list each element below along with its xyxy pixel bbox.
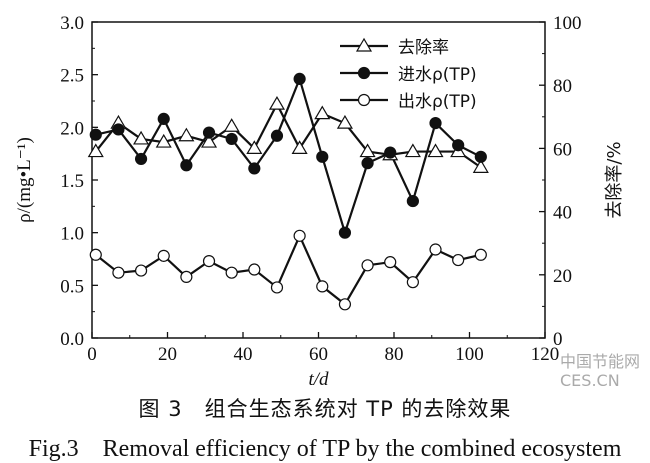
data-point-series-0 <box>178 127 195 142</box>
data-point-series-1 <box>429 117 442 130</box>
y-right-tick-label: 40 <box>553 203 572 224</box>
legend-marker-0 <box>355 37 373 52</box>
data-point-series-0 <box>133 130 150 145</box>
data-point-series-0 <box>291 140 308 154</box>
y-tick-label: 0.0 <box>60 329 84 350</box>
data-point-series-2 <box>474 248 487 261</box>
data-point-series-2 <box>338 298 352 311</box>
data-point-series-1 <box>180 159 193 172</box>
data-point-series-0 <box>404 143 421 158</box>
data-point-series-2 <box>384 256 397 269</box>
data-point-series-2 <box>89 248 102 261</box>
data-point-series-1 <box>248 162 261 175</box>
data-point-series-0 <box>155 133 172 148</box>
data-point-series-0 <box>223 118 240 132</box>
watermark-line1: 中国节能网 <box>560 352 641 371</box>
data-point-series-2 <box>202 255 216 268</box>
data-point-series-1 <box>270 129 284 142</box>
series-line-2 <box>95 233 482 306</box>
data-point-series-0 <box>314 105 331 120</box>
legend-label: 出水ρ(TP) <box>398 92 477 112</box>
y-tick-label: 1.0 <box>60 224 84 245</box>
x-tick-label: 80 <box>385 344 404 365</box>
data-point-series-2 <box>112 266 125 279</box>
data-point-series-0 <box>472 159 489 173</box>
x-tick-label: 100 <box>455 344 484 365</box>
data-point-series-2 <box>316 280 329 293</box>
data-point-series-1 <box>338 226 352 239</box>
data-point-series-1 <box>474 150 487 163</box>
data-point-series-1 <box>134 152 148 166</box>
y-tick-label: 0.5 <box>60 276 84 297</box>
data-point-series-2 <box>225 266 238 279</box>
x-tick-label: 0 <box>87 344 97 365</box>
data-point-series-2 <box>134 264 148 277</box>
data-point-series-1 <box>225 132 238 146</box>
data-point-series-1 <box>406 194 419 208</box>
legend-label: 去除率 <box>398 38 449 58</box>
y-right-axis-label: 去除率/% <box>604 141 625 218</box>
legend-marker-2 <box>357 93 371 107</box>
data-point-series-0 <box>427 143 444 158</box>
data-point-series-1 <box>202 126 216 139</box>
y-right-tick-label: 0 <box>553 329 563 350</box>
data-point-series-1 <box>112 123 125 136</box>
watermark: 中国节能网 CES.CN <box>560 352 640 390</box>
data-point-series-2 <box>180 270 193 284</box>
data-point-series-1 <box>384 146 397 159</box>
data-point-series-2 <box>248 263 261 276</box>
y-right-tick-label: 100 <box>553 13 582 34</box>
legend-label: 进水ρ(TP) <box>398 65 477 85</box>
data-point-series-0 <box>246 140 263 154</box>
y-tick-label: 3.0 <box>60 13 84 34</box>
y-right-tick-label: 80 <box>553 76 572 97</box>
x-tick-label: 120 <box>531 344 560 365</box>
data-point-series-0 <box>336 114 353 129</box>
data-point-series-0 <box>87 143 104 158</box>
legend-marker-1 <box>357 66 371 80</box>
series-line-1 <box>95 75 482 237</box>
figure-caption-english: Fig.3 Removal efficiency of TP by the co… <box>28 436 622 462</box>
figure-caption-chinese: 图 3 组合生态系统对 TP 的去除效果 <box>138 397 512 421</box>
y-tick-label: 2.5 <box>60 66 84 87</box>
x-tick-label: 40 <box>234 344 253 365</box>
data-point-series-0 <box>200 133 218 148</box>
y-tick-label: 2.0 <box>60 118 84 139</box>
data-point-series-1 <box>157 112 170 126</box>
y-right-tick-label: 60 <box>553 139 572 160</box>
data-point-series-2 <box>270 281 284 294</box>
data-point-series-1 <box>89 128 102 141</box>
x-tick-label: 60 <box>309 344 328 365</box>
data-point-series-2 <box>429 243 442 256</box>
data-point-series-1 <box>452 139 465 152</box>
data-point-series-2 <box>406 276 419 289</box>
data-point-series-2 <box>157 249 170 262</box>
data-point-series-1 <box>361 157 374 170</box>
watermark-line2: CES.CN <box>560 371 620 390</box>
y-axis-label: ρ/(mg•L⁻¹) <box>14 137 35 223</box>
x-tick-label: 20 <box>158 344 177 365</box>
data-point-series-2 <box>452 253 465 267</box>
data-point-series-0 <box>268 95 286 110</box>
data-point-series-2 <box>293 229 306 242</box>
y-right-tick-label: 20 <box>553 266 572 287</box>
y-tick-label: 1.5 <box>60 171 84 192</box>
data-point-series-1 <box>316 150 329 163</box>
x-axis-label: t/d <box>308 369 329 390</box>
data-point-series-1 <box>293 72 306 85</box>
data-point-series-2 <box>361 259 374 272</box>
data-point-series-0 <box>359 143 376 158</box>
